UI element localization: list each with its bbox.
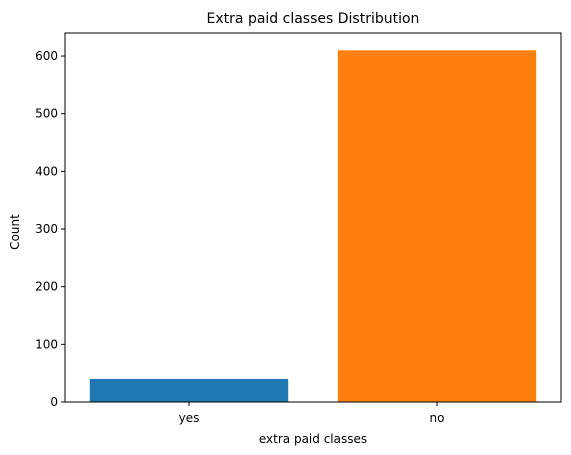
bar-yes bbox=[89, 378, 289, 402]
chart-title: Extra paid classes Distribution bbox=[207, 11, 420, 27]
y-tick-label: 300 bbox=[35, 222, 58, 236]
y-tick-label: 400 bbox=[35, 164, 58, 178]
bar-no bbox=[337, 50, 537, 402]
y-tick-label: 500 bbox=[35, 107, 58, 121]
x-axis-label: extra paid classes bbox=[259, 432, 367, 446]
x-tick-label: yes bbox=[179, 411, 200, 425]
plot-frame bbox=[64, 32, 562, 403]
y-tick-label: 100 bbox=[35, 337, 58, 351]
y-axis-label: Count bbox=[8, 214, 22, 250]
bars-group bbox=[89, 50, 537, 402]
x-axis: yes no bbox=[179, 402, 445, 425]
y-axis: 0 100 200 300 400 500 600 bbox=[35, 49, 65, 409]
y-tick-label: 600 bbox=[35, 49, 58, 63]
x-tick-label: no bbox=[430, 411, 445, 425]
y-tick-label: 200 bbox=[35, 280, 58, 294]
y-tick-label: 0 bbox=[50, 395, 58, 409]
